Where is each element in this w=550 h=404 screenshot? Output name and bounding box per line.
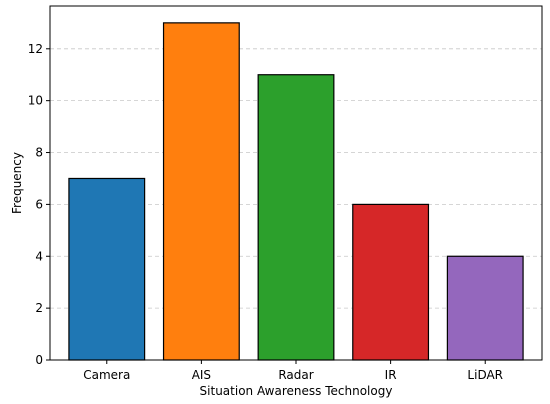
y-tick-label: 4 xyxy=(35,249,43,263)
x-axis-label: Situation Awareness Technology xyxy=(200,384,393,398)
y-tick-label: 6 xyxy=(35,197,43,211)
bars xyxy=(68,22,524,361)
y-tick-label: 2 xyxy=(35,301,43,315)
bar-radar xyxy=(257,74,335,361)
y-tick-label: 12 xyxy=(28,42,43,56)
bar-camera xyxy=(68,177,146,361)
y-tick-label: 10 xyxy=(28,94,43,108)
x-tick-label: IR xyxy=(385,368,397,382)
x-tick-label: Camera xyxy=(83,368,130,382)
y-tick-label: 8 xyxy=(35,146,43,160)
x-tick-label: Radar xyxy=(278,368,313,382)
y-tick-label: 0 xyxy=(35,353,43,367)
bar-lidar xyxy=(446,255,524,361)
x-tick-label: LiDAR xyxy=(467,368,503,382)
y-axis-ticks: 0 2 4 6 8 10 12 xyxy=(28,42,50,367)
x-tick-label: AIS xyxy=(192,368,211,382)
bar-ais xyxy=(162,22,240,361)
bar-ir xyxy=(352,203,430,361)
x-axis-ticks: Camera AIS Radar IR LiDAR xyxy=(83,360,503,382)
y-axis-label: Frequency xyxy=(10,152,24,214)
